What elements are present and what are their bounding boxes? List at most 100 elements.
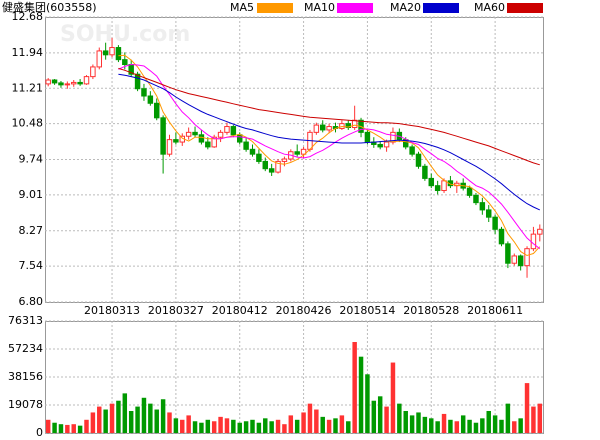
legend-swatch xyxy=(423,3,459,13)
volume-bar xyxy=(384,406,389,433)
candle-body xyxy=(192,131,198,136)
volume-bar xyxy=(371,400,377,433)
x-tick-label: 20180313 xyxy=(84,304,140,317)
volume-bar xyxy=(167,412,172,433)
ma-line xyxy=(118,54,541,257)
y-tick-label: 11.21 xyxy=(12,81,44,94)
volume-bar xyxy=(524,383,530,433)
volume-bar xyxy=(294,419,300,433)
candle-body xyxy=(173,139,179,143)
candle-body xyxy=(160,117,166,155)
volume-bar xyxy=(269,421,274,433)
volume-bar xyxy=(499,419,504,433)
candle-body xyxy=(383,141,390,148)
ma-line xyxy=(118,67,540,166)
volume-bar xyxy=(326,419,332,433)
legend-label: MA20 xyxy=(390,1,421,14)
volume-bar xyxy=(256,422,262,433)
volume-bar xyxy=(218,416,223,433)
candle-body xyxy=(517,255,524,267)
volume-bar xyxy=(531,406,536,433)
volume-bar xyxy=(352,342,357,433)
watermark: SOHU.com xyxy=(60,22,190,47)
x-tick-label: 20180611 xyxy=(467,304,523,317)
candle-body xyxy=(185,131,192,137)
volume-bar xyxy=(71,424,76,433)
volume-bar xyxy=(135,406,140,433)
volume-bar xyxy=(480,418,485,433)
candle-body xyxy=(262,160,269,170)
volume-bar xyxy=(486,410,491,433)
volume-bar xyxy=(148,403,153,433)
y-tick-label: 8.27 xyxy=(19,224,44,237)
volume-bar xyxy=(403,410,408,433)
x-tick-label: 20180514 xyxy=(339,304,395,317)
candle-body xyxy=(466,187,473,196)
volume-tick-label: 19078 xyxy=(8,398,43,411)
legend-swatch xyxy=(507,3,543,13)
volume-bar xyxy=(473,422,479,433)
volume-bar xyxy=(339,415,345,433)
volume-bar xyxy=(435,421,440,433)
candle-body xyxy=(409,146,415,155)
volume-bar xyxy=(454,421,460,433)
candle-body xyxy=(326,126,332,131)
candle-body xyxy=(498,228,505,245)
volume-bar xyxy=(314,409,319,433)
candle-body xyxy=(434,185,441,192)
volume-bar xyxy=(45,419,51,433)
candle-body xyxy=(153,102,160,119)
volume-bar xyxy=(103,409,108,433)
volume-bar xyxy=(205,419,211,433)
volume-bar xyxy=(237,422,242,433)
candle-body xyxy=(64,83,71,86)
volume-bar xyxy=(116,400,121,433)
volume-tick-label: 57234 xyxy=(8,342,43,355)
candle-body xyxy=(198,134,205,143)
volume-bar xyxy=(173,418,179,433)
ma-line xyxy=(118,73,541,211)
candle-body xyxy=(243,141,249,150)
candle-body xyxy=(224,126,230,133)
candle-body xyxy=(505,243,511,264)
volume-bar xyxy=(186,415,191,433)
candle-body xyxy=(479,202,486,211)
candle-body xyxy=(236,134,243,143)
candle-body xyxy=(147,95,154,104)
volume-bar xyxy=(422,416,428,433)
volume-bar xyxy=(320,416,325,433)
candle-body xyxy=(109,47,115,56)
volume-bar xyxy=(224,418,230,433)
volume-bar xyxy=(122,393,128,433)
volume-bar xyxy=(333,418,338,433)
y-tick-label: 10.48 xyxy=(12,117,44,130)
volume-bar xyxy=(154,409,159,433)
candle-body xyxy=(300,148,307,155)
candle-body xyxy=(485,209,492,218)
volume-bar xyxy=(460,415,466,433)
volume-bar xyxy=(441,413,447,433)
candle-body xyxy=(211,136,217,148)
y-tick-label: 6.80 xyxy=(19,295,44,308)
candle-body xyxy=(83,76,90,85)
volume-bar xyxy=(397,403,402,433)
volume-bar xyxy=(58,424,64,433)
candle-body xyxy=(217,131,224,138)
volume-bar xyxy=(416,412,421,433)
legend-label: MA10 xyxy=(304,1,335,14)
candle-body xyxy=(115,47,122,61)
candle-body xyxy=(422,165,428,179)
legend-swatch xyxy=(337,3,373,13)
candle-body xyxy=(415,153,422,167)
volume-bar xyxy=(518,418,523,433)
volume-bar xyxy=(231,419,236,433)
candle-body xyxy=(90,66,96,78)
volume-bar xyxy=(192,421,198,433)
candle-body xyxy=(281,158,288,162)
candle-body xyxy=(294,151,300,155)
candle-body xyxy=(256,153,262,162)
volume-bar xyxy=(65,424,70,433)
legend-label: MA5 xyxy=(230,1,254,14)
volume-bar xyxy=(263,418,268,433)
